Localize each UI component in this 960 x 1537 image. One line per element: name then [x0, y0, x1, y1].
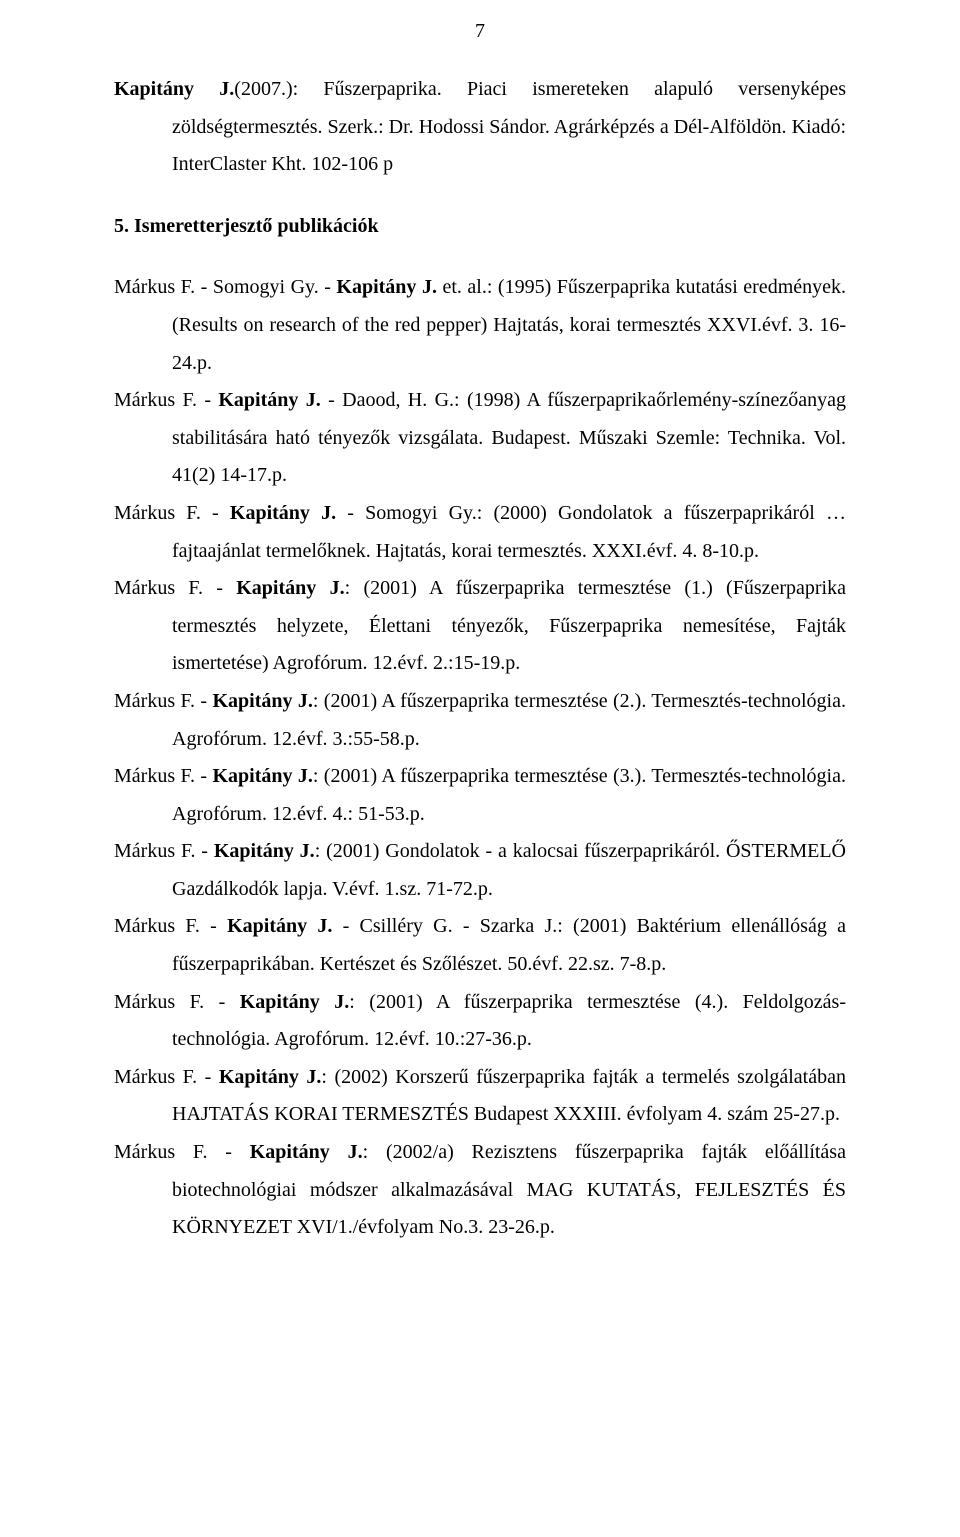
- reference-entry: Márkus F. - Somogyi Gy. - Kapitány J. et…: [114, 269, 846, 382]
- document-page: 7 Kapitány J.(2007.): Fűszerpaprika. Pia…: [0, 0, 960, 1307]
- author-bold: Kapitány J.: [114, 78, 234, 100]
- reference-pre-text: Márkus F. - Somogyi Gy. -: [114, 276, 336, 298]
- reference-author-bold: Kapitány J.: [227, 915, 332, 937]
- reference-pre-text: Márkus F. -: [114, 1066, 219, 1088]
- entry-text: (2007.): Fűszerpaprika. Piaci ismereteke…: [172, 78, 846, 175]
- reference-pre-text: Márkus F. -: [114, 690, 212, 712]
- reference-pre-text: Márkus F. -: [114, 1141, 250, 1163]
- reference-entry: Márkus F. - Kapitány J.: (2002/a) Rezisz…: [114, 1134, 846, 1247]
- reference-entry: Márkus F. - Kapitány J. - Daood, H. G.: …: [114, 382, 846, 495]
- reference-entry: Márkus F. - Kapitány J.: (2001) A fűszer…: [114, 683, 846, 758]
- reference-pre-text: Márkus F. -: [114, 840, 214, 862]
- section-heading: 5. Ismeretterjesztő publikációk: [114, 208, 846, 246]
- reference-author-bold: Kapitány J.: [212, 690, 312, 712]
- reference-pre-text: Márkus F. -: [114, 765, 212, 787]
- page-number: 7: [114, 20, 846, 43]
- reference-pre-text: Márkus F. -: [114, 577, 236, 599]
- reference-pre-text: Márkus F. -: [114, 389, 218, 411]
- reference-author-bold: Kapitány J.: [214, 840, 315, 862]
- reference-entry: Márkus F. - Kapitány J. - Somogyi Gy.: (…: [114, 495, 846, 570]
- reference-pre-text: Márkus F. -: [114, 502, 230, 524]
- reference-entry: Márkus F. - Kapitány J.: (2001) A fűszer…: [114, 984, 846, 1059]
- references-list: Márkus F. - Somogyi Gy. - Kapitány J. et…: [114, 269, 846, 1246]
- reference-entry-top: Kapitány J.(2007.): Fűszerpaprika. Piaci…: [114, 71, 846, 184]
- reference-author-bold: Kapitány J.: [336, 276, 437, 298]
- reference-author-bold: Kapitány J.: [236, 577, 344, 599]
- reference-author-bold: Kapitány J.: [218, 389, 320, 411]
- reference-entry: Márkus F. - Kapitány J.: (2002) Korszerű…: [114, 1059, 846, 1134]
- reference-pre-text: Márkus F. -: [114, 915, 227, 937]
- reference-author-bold: Kapitány J.: [219, 1066, 322, 1088]
- reference-author-bold: Kapitány J.: [212, 765, 312, 787]
- reference-author-bold: Kapitány J.: [250, 1141, 363, 1163]
- reference-entry: Márkus F. - Kapitány J. - Csilléry G. - …: [114, 908, 846, 983]
- reference-entry: Márkus F. - Kapitány J.: (2001) A fűszer…: [114, 570, 846, 683]
- reference-author-bold: Kapitány J.: [230, 502, 336, 524]
- reference-author-bold: Kapitány J.: [240, 991, 350, 1013]
- reference-entry: Márkus F. - Kapitány J.: (2001) Gondolat…: [114, 833, 846, 908]
- reference-pre-text: Márkus F. -: [114, 991, 240, 1013]
- reference-entry: Márkus F. - Kapitány J.: (2001) A fűszer…: [114, 758, 846, 833]
